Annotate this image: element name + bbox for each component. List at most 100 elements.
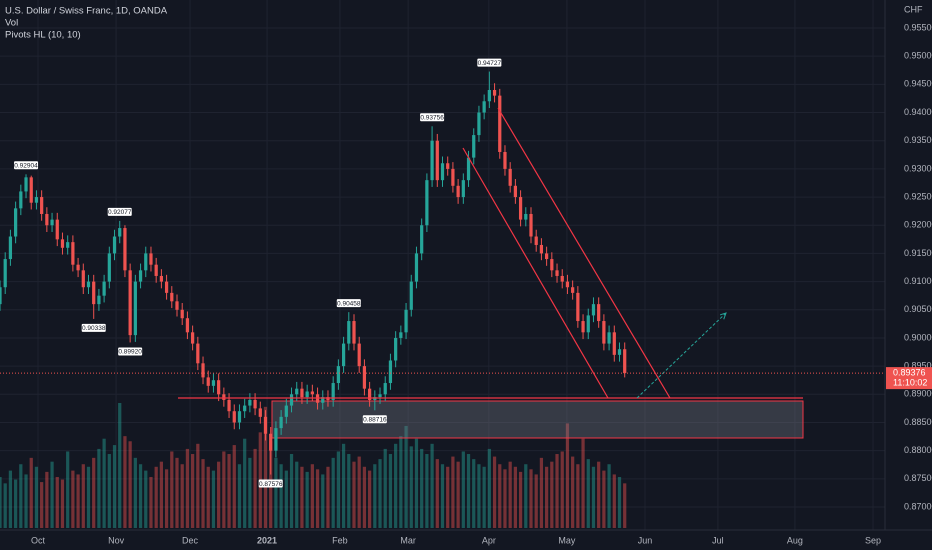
volume-bar [243,438,247,528]
volume-bar [50,461,54,528]
candle-body [409,281,413,310]
candle-body [435,140,439,181]
candle-body [118,228,122,237]
x-tick-label: Oct [31,535,46,545]
candle-body [45,213,49,226]
candle-body [368,388,372,400]
support-zone [271,400,804,439]
volume-bar [315,469,320,528]
volume-bar [310,464,314,528]
volume-bar [248,457,252,528]
candle-body [607,332,611,344]
candle-body [55,219,59,240]
candle-body [560,275,564,282]
candle-body [576,292,580,322]
volume-bar [3,483,7,528]
candle-body [571,287,575,293]
volume-bar [576,464,580,528]
candles [0,71,627,475]
channel-upper [497,107,671,399]
volume-bar [534,474,538,528]
candle-body [430,140,434,181]
candle-body [617,349,622,355]
volume-bar [565,423,570,528]
candle-body [0,287,2,305]
volume-bar [19,464,23,528]
candle-body [446,163,450,169]
pivot-label-bg [107,207,132,216]
pivot-label-bg [258,479,283,488]
volume-bar [112,445,117,528]
candle-body [295,388,299,395]
candle-body [81,270,85,288]
volume-bar [581,438,585,528]
volume-bar [305,471,309,528]
candle-body [164,281,169,293]
candle-body [248,399,252,406]
candle-body [383,383,387,395]
candle-body [357,343,361,367]
volume-bar [529,469,533,528]
candle-body [19,191,23,209]
candle-body [539,244,544,254]
volume-bar [222,451,226,528]
candle-body [263,416,268,434]
candle-body [112,236,117,254]
volume-bar [138,464,143,528]
candle-body [180,309,184,319]
candle-body [336,366,340,384]
pivot-label-bg [420,113,445,122]
x-tick-label: Aug [787,535,803,545]
candle-body [602,321,606,344]
candle-body [258,408,262,417]
candle-body [138,270,143,282]
candle-body [102,281,106,296]
grid [0,0,885,530]
candle-body [305,391,309,398]
volume-bar [456,461,460,528]
volume-bar [550,461,554,528]
volume-bar [133,457,137,528]
candle-body [86,281,91,288]
candle-body [550,259,554,271]
candle-body [149,253,153,265]
candle-body [154,264,158,276]
currency-label: CHF [904,4,923,14]
volume-bar [123,436,127,528]
candle-body [206,377,210,386]
volume-bar [362,466,367,528]
volume-bar [55,476,59,528]
volume-bar [0,476,2,528]
candle-body [487,89,491,102]
candle-body [284,405,288,417]
candle-body [175,301,179,310]
volume-bar [571,456,575,528]
volume-bar [612,474,616,528]
volume-bar [440,464,445,528]
volume-bar [378,459,382,528]
candle-body [440,163,445,181]
indicator-label: Pivots HL (10, 10) [5,30,81,41]
candle-body [404,309,408,333]
candle-body [170,292,174,302]
volume-bar [539,457,544,528]
candle-body [623,349,627,374]
volume-bar [71,470,75,528]
candle-body [253,399,257,409]
volume-bar [409,446,413,528]
pivot-label-bg [362,415,387,424]
volume-bar [164,469,169,528]
x-tick-label: May [558,535,576,545]
volume-bar [508,461,512,528]
pivot-label-bg [336,299,361,308]
candle-body [472,135,476,158]
volume-bar [118,403,122,528]
